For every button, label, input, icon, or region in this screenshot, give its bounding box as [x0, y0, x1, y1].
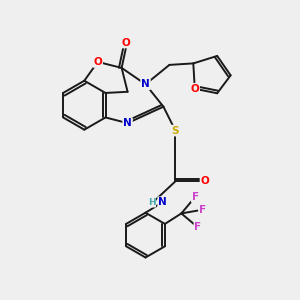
- Text: N: N: [141, 79, 150, 89]
- Text: O: O: [93, 57, 102, 67]
- Text: O: O: [122, 38, 130, 47]
- Text: N: N: [123, 118, 132, 128]
- Text: O: O: [190, 84, 199, 94]
- Text: F: F: [192, 192, 199, 202]
- Text: F: F: [199, 205, 206, 215]
- Text: N: N: [158, 197, 167, 207]
- Text: O: O: [201, 176, 210, 186]
- Text: S: S: [172, 126, 179, 136]
- Text: H: H: [148, 198, 155, 207]
- Text: F: F: [194, 223, 202, 232]
